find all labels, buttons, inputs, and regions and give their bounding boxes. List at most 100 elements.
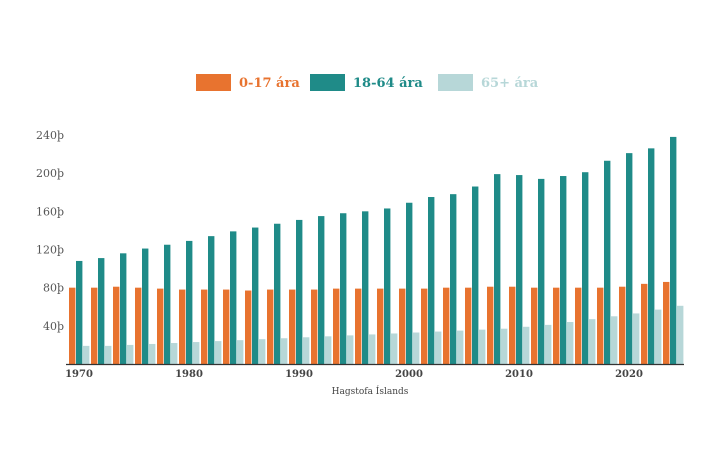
bar-18-64-2010	[516, 175, 523, 364]
bar-18-64-1994	[340, 213, 347, 364]
bar-65plus-1976	[149, 343, 156, 364]
bar-0-17-2020	[619, 286, 626, 364]
bar-65plus-1984	[237, 340, 244, 364]
bar-65plus-1998	[391, 333, 398, 364]
bar-0-17-2016	[575, 287, 582, 364]
bar-18-64-2000	[406, 202, 413, 364]
bar-65plus-2016	[589, 319, 596, 364]
bar-18-64-2006	[472, 186, 479, 364]
bar-65plus-2014	[567, 322, 574, 364]
bar-0-17-2010	[509, 286, 516, 364]
x-tick-label: 2010	[505, 369, 533, 380]
bar-65plus-1974	[127, 344, 134, 364]
bar-65plus-2018	[611, 316, 618, 364]
bar-18-64-2004	[450, 194, 457, 364]
bar-0-17-1980	[179, 289, 186, 364]
legend: 0-17 ára 18-64 ára 65+ ára	[196, 74, 539, 91]
bar-0-17-1996	[355, 288, 362, 364]
y-tick-label: 160þ	[36, 205, 64, 218]
legend-label-3: 65+ ára	[481, 76, 539, 91]
bar-65plus-1970	[83, 345, 90, 364]
y-axis: 40þ 80þ 120þ 160þ 200þ 240þ	[36, 129, 64, 333]
bar-0-17-1984	[223, 289, 230, 364]
y-tick-label: 80þ	[43, 282, 64, 295]
legend-swatch-3	[438, 74, 473, 91]
bar-65plus-2020	[633, 313, 640, 364]
bar-18-64-1992	[318, 216, 325, 364]
bar-18-64-2014	[560, 176, 567, 364]
bar-0-17-1982	[201, 289, 208, 364]
bar-0-17-1972	[91, 287, 98, 364]
legend-label-1: 0-17 ára	[239, 76, 300, 91]
bars	[69, 136, 684, 365]
bar-0-17-2018	[597, 287, 604, 364]
bar-65plus-1986	[259, 339, 266, 364]
legend-swatch-1	[196, 74, 231, 91]
bar-18-64-2016	[582, 172, 589, 364]
bar-65plus-1988	[281, 338, 288, 364]
bar-0-17-1976	[135, 287, 142, 364]
bar-65plus-2022	[655, 309, 662, 364]
bar-18-64-1988	[274, 223, 281, 364]
x-tick-label: 2000	[395, 369, 423, 380]
bar-0-17-2012	[531, 287, 538, 364]
bar-18-64-1982	[208, 236, 215, 364]
bar-0-17-2004	[443, 287, 450, 364]
bar-18-64-2022	[648, 148, 655, 364]
x-axis: 1970 1980 1990 2000 2010 2020	[65, 369, 643, 380]
legend-label-2: 18-64 ára	[353, 76, 423, 91]
bar-0-17-1986	[245, 290, 252, 364]
y-tick-label: 40þ	[43, 320, 64, 333]
bar-65plus-2002	[435, 331, 442, 364]
bar-18-64-2018	[604, 160, 611, 364]
bar-18-64-2012	[538, 178, 545, 364]
bar-18-64-2020	[626, 153, 633, 364]
bar-0-17-1992	[311, 289, 318, 364]
bar-18-64-1998	[384, 208, 391, 364]
y-tick-label: 200þ	[36, 167, 64, 180]
bar-0-17-1988	[267, 289, 274, 364]
bar-0-17-2000	[399, 288, 406, 364]
bar-18-64-1984	[230, 231, 237, 364]
bar-0-17-2014	[553, 287, 560, 364]
bar-65plus-2006	[479, 329, 486, 364]
bar-18-64-1970	[76, 260, 83, 364]
bar-18-64-2008	[494, 174, 501, 364]
x-tick-label: 1990	[285, 369, 313, 380]
bar-18-64-1990	[296, 219, 303, 364]
bar-65plus-2004	[457, 330, 464, 364]
bar-65plus-1994	[347, 335, 354, 365]
bar-18-64-1976	[142, 248, 149, 364]
x-tick-label: 1980	[175, 369, 203, 380]
bar-0-17-1974	[113, 286, 120, 364]
bar-0-17-1978	[157, 288, 164, 364]
bar-0-17-2024	[663, 281, 670, 364]
bar-65plus-1996	[369, 334, 376, 364]
bar-18-64-1978	[164, 244, 171, 364]
bar-18-64-1980	[186, 240, 193, 364]
bar-18-64-1996	[362, 211, 369, 364]
bar-65plus-1978	[171, 343, 178, 364]
bar-0-17-1994	[333, 288, 340, 364]
bar-0-17-2008	[487, 286, 494, 364]
x-tick-label: 1970	[65, 369, 93, 380]
y-tick-label: 120þ	[36, 244, 64, 257]
bar-65plus-1980	[193, 342, 200, 364]
y-tick-label: 240þ	[36, 129, 64, 142]
legend-swatch-2	[310, 74, 345, 91]
bar-65plus-2000	[413, 332, 420, 364]
x-tick-label: 2020	[615, 369, 643, 380]
bar-65plus-1982	[215, 341, 222, 364]
bar-65plus-1990	[303, 337, 310, 364]
bar-65plus-1992	[325, 336, 332, 364]
bar-65plus-2024	[677, 305, 684, 364]
bar-18-64-2002	[428, 197, 435, 364]
bar-18-64-2024	[670, 136, 677, 364]
bar-65plus-1972	[105, 345, 112, 364]
bar-65plus-2008	[501, 328, 508, 364]
bar-18-64-1986	[252, 227, 259, 364]
bar-0-17-1998	[377, 288, 384, 364]
bar-0-17-2002	[421, 288, 428, 364]
